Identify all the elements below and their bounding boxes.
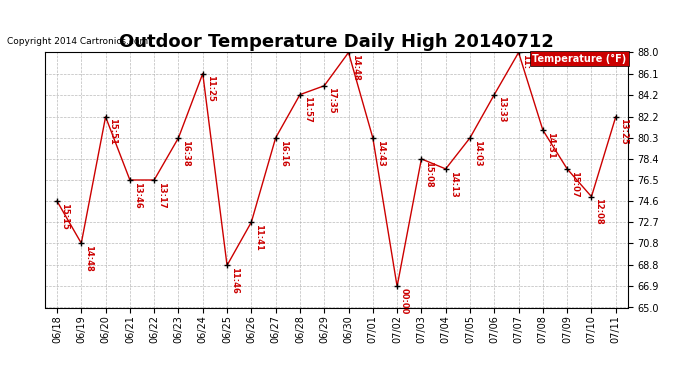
Text: 14:48: 14:48 [351,54,360,81]
Text: 14:43: 14:43 [376,140,385,166]
Text: 16:38: 16:38 [181,140,190,166]
Text: 14:48: 14:48 [84,245,93,272]
Text: 16:16: 16:16 [279,140,288,166]
Text: 15:51: 15:51 [108,118,117,146]
Text: 11:57: 11:57 [303,96,312,123]
Text: 15:07: 15:07 [570,171,579,197]
Text: 00:00: 00:00 [400,288,409,315]
Text: 11:46: 11:46 [230,267,239,294]
Text: 15:08: 15:08 [424,160,433,187]
Text: 11:41: 11:41 [254,224,264,251]
Text: 14:03: 14:03 [473,140,482,166]
Text: 13:25: 13:25 [619,118,628,145]
Text: 13:17: 13:17 [157,182,166,208]
Text: 17:35: 17:35 [327,87,336,114]
Text: Temperature (°F): Temperature (°F) [532,54,627,64]
Title: Outdoor Temperature Daily High 20140712: Outdoor Temperature Daily High 20140712 [119,33,554,51]
Text: 13:46: 13:46 [132,182,141,209]
Text: 12:08: 12:08 [594,198,603,225]
Text: 14:31: 14:31 [546,132,555,159]
Text: 14:13: 14:13 [448,171,457,197]
Text: 13:33: 13:33 [497,96,506,123]
Text: 11:: 11: [522,54,531,69]
Text: 15:15: 15:15 [60,203,69,229]
Text: Copyright 2014 Cartronics.com: Copyright 2014 Cartronics.com [7,38,148,46]
Text: 11:25: 11:25 [206,75,215,102]
